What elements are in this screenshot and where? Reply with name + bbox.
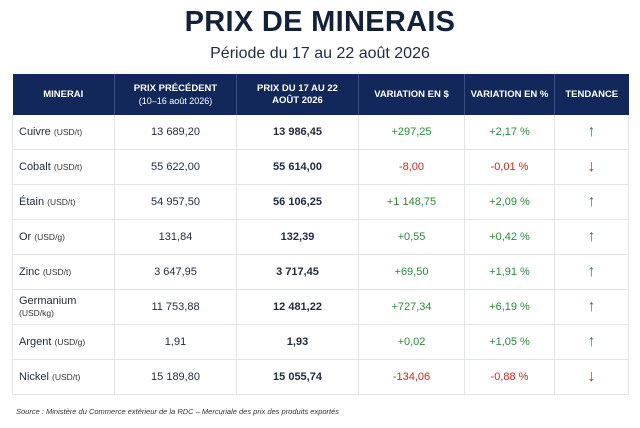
mineral-cell: Cobalt (USD/t) [12, 149, 115, 185]
mineral-unit: (USD/t) [47, 197, 76, 207]
mineral-cell: Germanium (USD/kg) [12, 289, 115, 325]
table-row: Or (USD/g) 131,84 132,39 +0,55 +0,42 % ↑ [12, 219, 629, 255]
table-row: Nickel (USD/t) 15 189,80 15 055,74 -134,06-… [12, 359, 629, 395]
current-price-cell: 13 986,45 [236, 115, 359, 150]
mineral-unit: (USD/t) [52, 372, 81, 382]
table-row: Germanium (USD/kg) 11 753,88 12 481,22 +727… [12, 289, 629, 325]
mineral-unit: (USD/kg) [19, 308, 54, 318]
variation-usd-cell: +0,02 [358, 324, 465, 360]
variation-usd-cell: -134,06 [358, 359, 465, 395]
header-trend: TENDANCE [554, 74, 629, 115]
header-mineral: MINERAI [12, 74, 115, 115]
arrow-up-icon: ↑ [587, 123, 596, 140]
variation-pct-cell: +1,91 % [464, 254, 555, 290]
arrow-up-icon: ↑ [587, 228, 596, 245]
variation-usd-cell: +297,25 [358, 115, 465, 150]
mineral-cell: Étain (USD/t) [12, 184, 115, 220]
table-header-row: MINERAI PRIX PRÉCÉDENT (10–16 août 2026)… [12, 74, 629, 115]
mineral-name: Zinc [19, 266, 40, 278]
trend-cell: ↑ [554, 324, 629, 360]
table-row: Cuivre (USD/t) 13 689,20 13 986,45 +297,25 +… [12, 115, 629, 150]
arrow-up-icon: ↑ [587, 193, 596, 210]
mineral-name: Cuivre [19, 126, 51, 138]
current-price-cell: 15 055,74 [236, 359, 359, 395]
mineral-unit: (USD/g) [54, 337, 86, 347]
mineral-unit: (USD/t) [42, 267, 72, 277]
mineral-name: Or [19, 231, 32, 243]
variation-usd-cell: +727,34 [358, 289, 465, 325]
table-row: Cobalt (USD/t) 55 622,00 55 614,00 -8,00 -0,… [12, 149, 629, 185]
variation-pct-cell: -0,01 % [464, 149, 555, 185]
variation-pct-cell: +1,05 % [464, 324, 555, 360]
mineral-unit: (USD/g) [34, 232, 65, 242]
trend-cell: ↓ [554, 149, 629, 185]
trend-cell: ↓ [554, 359, 629, 395]
page-title: PRIX DE MINERAIS [184, 6, 456, 38]
mineral-cell: Or (USD/g) [12, 219, 115, 255]
mineral-cell: Argent (USD/g) [12, 324, 115, 360]
mineral-cell: Zinc (USD/t) [12, 254, 115, 290]
current-price-cell: 55 614,00 [236, 149, 359, 185]
variation-usd-cell: +1 148,75 [358, 184, 465, 220]
variation-pct-cell: +2,09 % [464, 184, 555, 220]
arrow-up-icon: ↑ [587, 333, 596, 350]
header-variation-usd: VARIATION EN $ [358, 74, 465, 115]
arrow-up-icon: ↑ [587, 298, 596, 315]
trend-cell: ↑ [554, 184, 629, 220]
arrow-down-icon: ↓ [587, 368, 596, 385]
variation-usd-cell: +69,50 [358, 254, 465, 290]
trend-cell: ↑ [554, 115, 629, 150]
source-note: Source : Ministère du Commerce extérieur… [16, 407, 340, 416]
previous-price-cell: 131,84 [114, 219, 237, 255]
trend-cell: ↑ [554, 289, 629, 325]
current-price-cell: 12 481,22 [236, 289, 359, 325]
mineral-cell: Nickel (USD/t) [12, 359, 115, 395]
variation-pct-cell: -0,88 % [464, 359, 555, 395]
variation-pct-cell: +6,19 % [464, 289, 555, 325]
previous-price-cell: 3 647,95 [114, 254, 237, 290]
current-price-cell: 56 106,25 [236, 184, 359, 220]
header-current-price: PRIX DU 17 AU 22 AOÛT 2026 [236, 74, 359, 115]
previous-price-cell: 11 753,88 [114, 289, 237, 325]
price-table: MINERAI PRIX PRÉCÉDENT (10–16 août 2026)… [12, 74, 629, 395]
table-row: Zinc (USD/t) 3 647,95 3 717,45 +69,50 +1,91 … [12, 254, 629, 290]
mineral-name: Nickel [19, 371, 49, 383]
mineral-unit: (USD/t) [53, 127, 83, 137]
variation-usd-cell: +0,55 [358, 219, 465, 255]
mineral-name: Germanium [19, 295, 77, 307]
arrow-up-icon: ↑ [587, 263, 596, 280]
variation-pct-cell: +0,42 % [464, 219, 555, 255]
previous-price-cell: 1,91 [114, 324, 237, 360]
current-price-cell: 1,93 [236, 324, 359, 360]
trend-cell: ↑ [554, 219, 629, 255]
header-previous-period: (10–16 août 2026) [138, 95, 213, 106]
variation-usd-cell: -8,00 [358, 149, 465, 185]
current-price-cell: 3 717,45 [236, 254, 359, 290]
page-subtitle: Période du 17 au 22 août 2026 [210, 45, 430, 62]
previous-price-cell: 55 622,00 [114, 149, 237, 185]
arrow-down-icon: ↓ [587, 158, 596, 175]
mineral-name: Argent [19, 336, 52, 348]
mineral-name: Étain [19, 196, 45, 208]
mineral-cell: Cuivre (USD/t) [12, 115, 115, 150]
header-variation-pct: VARIATION EN % [464, 74, 555, 115]
previous-price-cell: 15 189,80 [114, 359, 237, 395]
variation-pct-cell: +2,17 % [464, 115, 555, 150]
mineral-name: Cobalt [19, 161, 51, 173]
previous-price-cell: 54 957,50 [114, 184, 237, 220]
previous-price-cell: 13 689,20 [114, 115, 237, 150]
trend-cell: ↑ [554, 254, 629, 290]
mineral-unit: (USD/t) [53, 162, 83, 172]
table-row: Argent (USD/g) 1,91 1,93 +0,02 +1,05 % ↑ [12, 324, 629, 360]
table-row: Étain (USD/t) 54 957,50 56 106,25 +1 148,75… [12, 184, 629, 220]
header-previous-price: PRIX PRÉCÉDENT (10–16 août 2026) [114, 74, 237, 115]
current-price-cell: 132,39 [236, 219, 359, 255]
